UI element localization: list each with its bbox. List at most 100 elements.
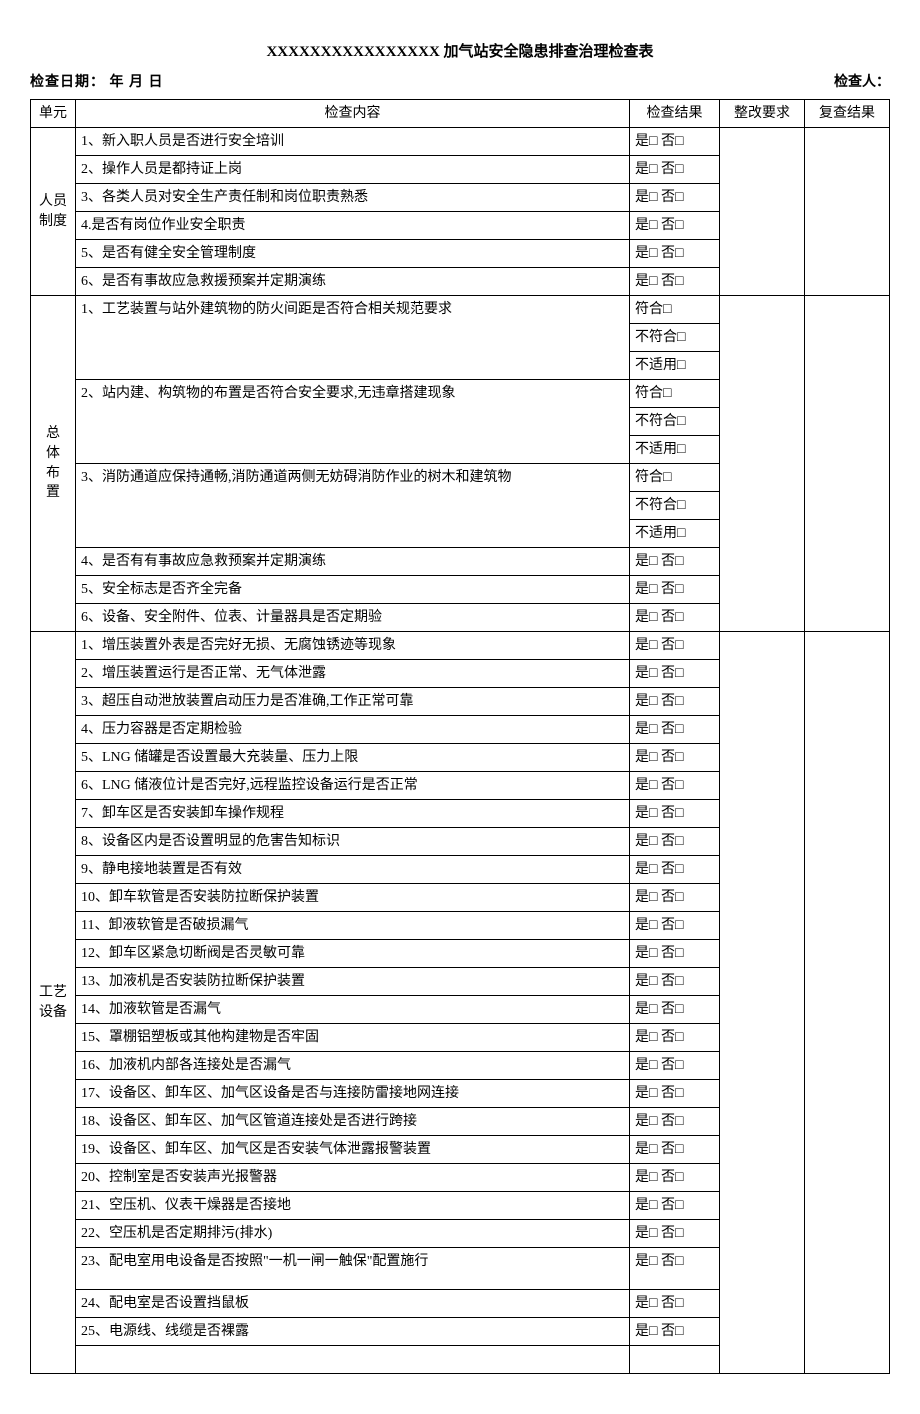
result-cell: 是□ 否□ [630,856,720,884]
col-header-unit: 单元 [31,100,76,128]
content-cell: 2、增压装置运行是否正常、无气体泄露 [76,660,630,688]
result-cell: 是□ 否□ [630,1164,720,1192]
content-cell: 6、是否有事故应急救援预案并定期演练 [76,268,630,296]
result-cell: 是□ 否□ [630,828,720,856]
review-cell [805,128,890,296]
content-cell: 5、是否有健全安全管理制度 [76,240,630,268]
content-cell: 24、配电室是否设置挡鼠板 [76,1290,630,1318]
result-cell: 不符合□ [630,324,720,352]
content-cell: 9、静电接地装置是否有效 [76,856,630,884]
table-row: 总体布置1、工艺装置与站外建筑物的防火间距是否符合相关规范要求符合□ [31,296,890,324]
result-cell: 不符合□ [630,492,720,520]
result-cell: 是□ 否□ [630,604,720,632]
content-cell: 17、设备区、卸车区、加气区设备是否与连接防雷接地网连接 [76,1080,630,1108]
col-header-request: 整改要求 [720,100,805,128]
content-cell: 8、设备区内是否设置明显的危害告知标识 [76,828,630,856]
result-cell: 是□ 否□ [630,772,720,800]
result-cell: 是□ 否□ [630,184,720,212]
result-cell: 符合□ [630,380,720,408]
content-cell [76,1346,630,1374]
content-cell: 10、卸车软管是否安装防拉断保护装置 [76,884,630,912]
inspection-table: 单元 检查内容 检查结果 整改要求 复查结果 人员制度1、新入职人员是否进行安全… [30,99,890,1374]
result-cell: 是□ 否□ [630,212,720,240]
content-cell: 1、增压装置外表是否完好无损、无腐蚀锈迹等现象 [76,632,630,660]
content-cell: 20、控制室是否安装声光报警器 [76,1164,630,1192]
content-cell: 4、压力容器是否定期检验 [76,716,630,744]
content-cell: 12、卸车区紧急切断阀是否灵敏可靠 [76,940,630,968]
result-cell: 是□ 否□ [630,1052,720,1080]
request-cell [720,632,805,1374]
content-cell: 22、空压机是否定期排污(排水) [76,1220,630,1248]
content-cell: 21、空压机、仪表干燥器是否接地 [76,1192,630,1220]
result-cell: 是□ 否□ [630,1108,720,1136]
content-cell: 6、LNG 储液位计是否完好,远程监控设备运行是否正常 [76,772,630,800]
result-cell: 是□ 否□ [630,1024,720,1052]
content-cell: 3、各类人员对安全生产责任制和岗位职责熟悉 [76,184,630,212]
content-cell: 18、设备区、卸车区、加气区管道连接处是否进行跨接 [76,1108,630,1136]
result-cell: 是□ 否□ [630,996,720,1024]
table-row: 工艺设备1、增压装置外表是否完好无损、无腐蚀锈迹等现象是□ 否□ [31,632,890,660]
table-header-row: 单元 检查内容 检查结果 整改要求 复查结果 [31,100,890,128]
result-cell: 是□ 否□ [630,968,720,996]
content-cell: 4、是否有有事故应急救预案并定期演练 [76,548,630,576]
result-cell: 不符合□ [630,408,720,436]
result-cell: 是□ 否□ [630,548,720,576]
result-cell: 符合□ [630,464,720,492]
unit-cell: 人员制度 [31,128,76,296]
col-header-content: 检查内容 [76,100,630,128]
result-cell: 是□ 否□ [630,576,720,604]
result-cell: 是□ 否□ [630,1192,720,1220]
content-cell: 3、消防通道应保持通畅,消防通道两侧无妨碍消防作业的树木和建筑物 [76,464,630,548]
content-cell: 13、加液机是否安装防拉断保护装置 [76,968,630,996]
content-cell: 7、卸车区是否安装卸车操作规程 [76,800,630,828]
result-cell: 是□ 否□ [630,1248,720,1290]
result-cell: 是□ 否□ [630,716,720,744]
col-header-review: 复查结果 [805,100,890,128]
content-cell: 6、设备、安全附件、位表、计量器具是否定期验 [76,604,630,632]
result-cell: 是□ 否□ [630,1136,720,1164]
content-cell: 1、新入职人员是否进行安全培训 [76,128,630,156]
header-row: 检查日期： 年 月 日 检查人： [30,71,890,91]
request-cell [720,296,805,632]
result-cell: 是□ 否□ [630,1080,720,1108]
result-cell: 是□ 否□ [630,1290,720,1318]
result-cell: 不适用□ [630,520,720,548]
date-label: 检查日期： 年 月 日 [30,71,164,91]
result-cell: 是□ 否□ [630,744,720,772]
col-header-result: 检查结果 [630,100,720,128]
content-cell: 19、设备区、卸车区、加气区是否安装气体泄露报警装置 [76,1136,630,1164]
page-title: XXXXXXXXXXXXXXXX 加气站安全隐患排查治理检查表 [30,40,890,61]
result-cell: 是□ 否□ [630,1220,720,1248]
unit-cell: 工艺设备 [31,632,76,1374]
review-cell [805,296,890,632]
result-cell: 是□ 否□ [630,940,720,968]
result-cell: 是□ 否□ [630,884,720,912]
content-cell: 14、加液软管是否漏气 [76,996,630,1024]
request-cell [720,128,805,296]
result-cell: 不适用□ [630,352,720,380]
result-cell: 是□ 否□ [630,632,720,660]
content-cell: 2、站内建、构筑物的布置是否符合安全要求,无违章搭建现象 [76,380,630,464]
content-cell: 15、罩棚铝塑板或其他构建物是否牢固 [76,1024,630,1052]
result-cell: 是□ 否□ [630,128,720,156]
content-cell: 3、超压自动泄放装置启动压力是否准确,工作正常可靠 [76,688,630,716]
content-cell: 23、配电室用电设备是否按照"一机一闸一触保"配置施行 [76,1248,630,1290]
result-cell: 符合□ [630,296,720,324]
result-cell [630,1346,720,1374]
content-cell: 25、电源线、线缆是否裸露 [76,1318,630,1346]
content-cell: 5、LNG 储罐是否设置最大充装量、压力上限 [76,744,630,772]
result-cell: 是□ 否□ [630,240,720,268]
result-cell: 是□ 否□ [630,1318,720,1346]
result-cell: 是□ 否□ [630,912,720,940]
result-cell: 是□ 否□ [630,688,720,716]
content-cell: 11、卸液软管是否破损漏气 [76,912,630,940]
result-cell: 是□ 否□ [630,660,720,688]
review-cell [805,632,890,1374]
result-cell: 是□ 否□ [630,156,720,184]
unit-cell: 总体布置 [31,296,76,632]
content-cell: 1、工艺装置与站外建筑物的防火间距是否符合相关规范要求 [76,296,630,380]
content-cell: 2、操作人员是都持证上岗 [76,156,630,184]
inspector-label: 检查人： [834,71,890,91]
result-cell: 不适用□ [630,436,720,464]
result-cell: 是□ 否□ [630,800,720,828]
